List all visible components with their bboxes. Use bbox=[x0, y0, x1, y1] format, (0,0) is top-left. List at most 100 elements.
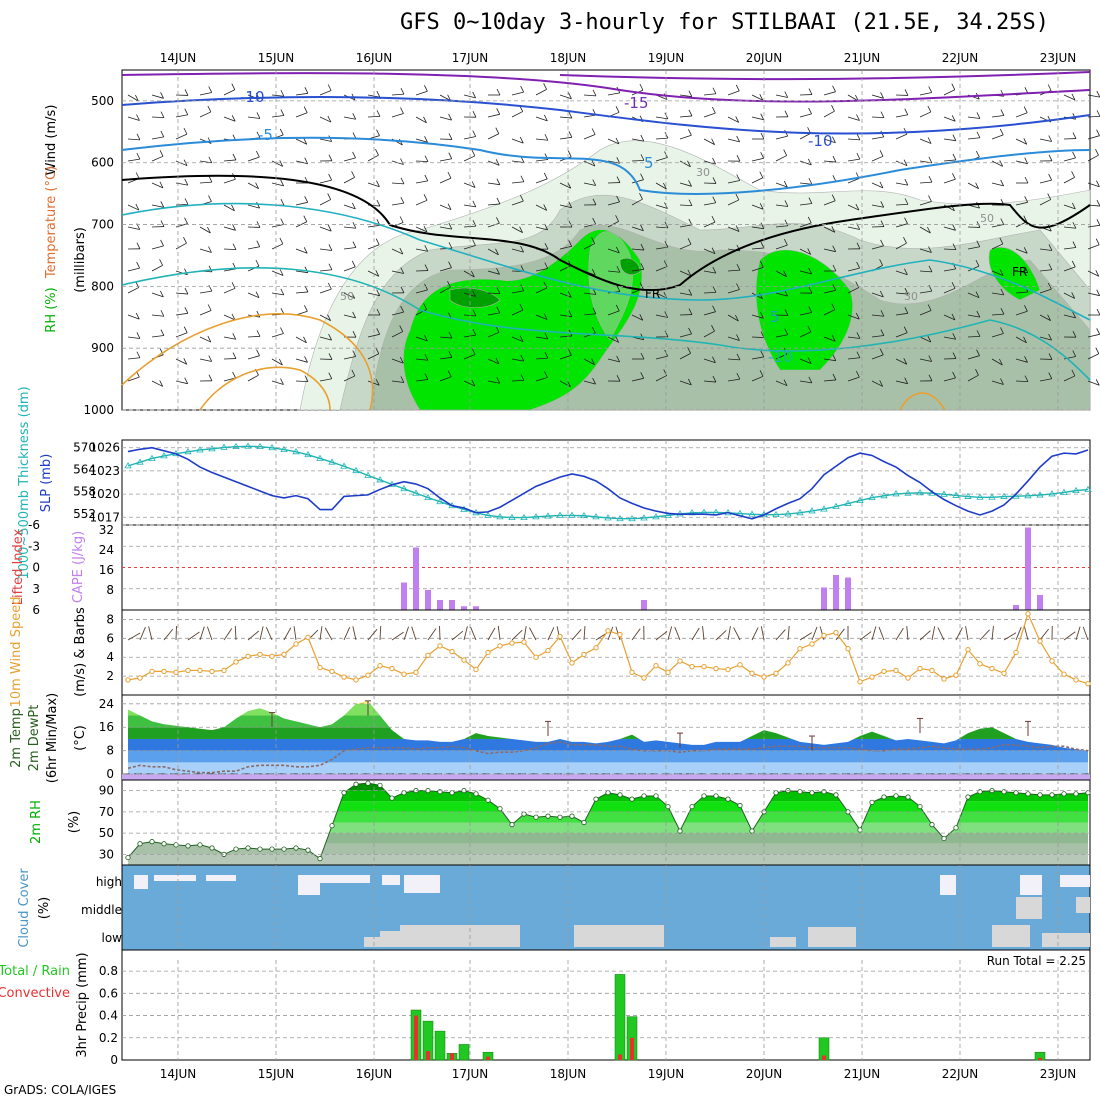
rh-point bbox=[125, 854, 131, 861]
wind-barb-flag bbox=[640, 263, 645, 270]
rh-point bbox=[293, 845, 299, 851]
wind-barb bbox=[967, 182, 979, 189]
thickness-point bbox=[1072, 486, 1080, 494]
wind-barb-flag bbox=[447, 203, 452, 210]
wind-speed-point bbox=[665, 669, 671, 676]
wind-barb-flag bbox=[640, 243, 645, 251]
wind-barb bbox=[487, 380, 500, 384]
wind-barb bbox=[871, 204, 884, 208]
wind-barb bbox=[799, 113, 812, 118]
wind-barb bbox=[943, 226, 956, 231]
wind-barb-flag bbox=[1048, 244, 1053, 251]
wind-barb-flag bbox=[183, 127, 188, 135]
wind-barb-flag bbox=[616, 266, 621, 273]
wind-barb-flag bbox=[328, 333, 332, 341]
wind-barb bbox=[823, 138, 836, 144]
thickness-point bbox=[940, 490, 948, 497]
wind-barb bbox=[967, 374, 979, 382]
wind10-series bbox=[125, 611, 1091, 687]
wind-barb bbox=[127, 376, 140, 382]
wind-barb bbox=[151, 116, 165, 119]
wind-barb bbox=[151, 94, 164, 99]
wind-barb-flag bbox=[1048, 173, 1053, 181]
wind-barb bbox=[535, 314, 548, 320]
wind-barb-flag bbox=[639, 282, 644, 289]
precip-conv-bar bbox=[486, 1056, 490, 1060]
wind-barb-flag bbox=[1096, 289, 1100, 296]
wind-barb bbox=[991, 380, 1004, 385]
wind-barb-flag bbox=[663, 182, 667, 190]
thickness-point bbox=[124, 462, 132, 469]
wind-barb-flag bbox=[520, 354, 525, 362]
wind-barb-flag bbox=[1048, 154, 1053, 161]
wind-barb-flag bbox=[1071, 369, 1076, 377]
wind-barb-flag bbox=[424, 174, 429, 182]
wind-barb bbox=[415, 116, 427, 124]
wind-barb bbox=[1039, 269, 1052, 272]
wind-barb bbox=[991, 292, 1004, 296]
rh-point bbox=[173, 842, 179, 848]
wind-barb bbox=[295, 291, 308, 294]
wind-barb bbox=[295, 201, 308, 206]
wind-barb bbox=[271, 333, 284, 338]
tick-label: 32 bbox=[99, 523, 114, 537]
wind-barb-flag bbox=[976, 131, 981, 138]
wind-barb-flag bbox=[280, 109, 285, 116]
wind-barb bbox=[751, 116, 764, 121]
wind-barb bbox=[859, 631, 872, 641]
slp-axis-label: SLP (mb) bbox=[39, 454, 54, 513]
thickness-point bbox=[976, 493, 984, 500]
wind-barb-flag bbox=[207, 105, 212, 113]
wind-speed-point bbox=[1073, 677, 1079, 683]
wind-barb bbox=[991, 134, 1004, 140]
wind-barb-flag bbox=[759, 94, 764, 101]
wind-barb-flag bbox=[255, 150, 260, 158]
wind-speed-point bbox=[173, 669, 179, 676]
wind-barb bbox=[439, 356, 452, 360]
wind-barb bbox=[271, 94, 284, 97]
wind-speed-point bbox=[497, 643, 503, 649]
wind-barb-flag bbox=[976, 349, 980, 356]
cape-bar bbox=[845, 577, 851, 610]
wind-barb-flag bbox=[760, 261, 764, 268]
wind-barb-flag bbox=[280, 90, 285, 97]
wind-barb bbox=[655, 116, 668, 120]
cape-bar bbox=[833, 575, 839, 610]
wind-barb-flag bbox=[712, 305, 716, 312]
wind-barb-flag bbox=[591, 237, 596, 244]
wind-barb-flag bbox=[712, 286, 717, 293]
wind-barb bbox=[559, 204, 572, 209]
thickness-point bbox=[904, 489, 912, 496]
wind-barb bbox=[775, 270, 787, 277]
wind-barb bbox=[1087, 333, 1100, 338]
wind-barb-flag bbox=[711, 106, 716, 114]
wind-barb-flag bbox=[448, 331, 453, 339]
wind-barb-flag bbox=[808, 107, 812, 115]
wind-barb bbox=[148, 626, 153, 641]
precip-axis-label-mm: 3hr Precip (mm) bbox=[75, 952, 90, 1057]
rh-point bbox=[449, 790, 455, 796]
rh-band bbox=[128, 843, 1088, 855]
wind-barb-flag bbox=[1023, 106, 1028, 113]
wind-speed-point bbox=[305, 634, 311, 641]
cloud-low-bar bbox=[808, 927, 856, 947]
wind-barb bbox=[583, 94, 596, 97]
wind-barb bbox=[470, 626, 477, 641]
wind-barb bbox=[775, 244, 788, 250]
wind-barb-flag bbox=[928, 374, 933, 381]
wind10-grid bbox=[122, 610, 1090, 695]
rh-point bbox=[557, 814, 563, 820]
tick-label: 4 bbox=[106, 650, 114, 664]
wind-barb-flag bbox=[711, 247, 716, 254]
rh-label-1: 50 bbox=[340, 290, 354, 303]
wind-barb-flag bbox=[256, 349, 260, 356]
wind-barb bbox=[415, 358, 428, 361]
wind-barb-flag bbox=[712, 177, 717, 184]
thickness-point bbox=[532, 513, 540, 520]
temp2m-axis-label-2: 2m DewPt bbox=[27, 705, 42, 772]
wind-barb bbox=[943, 314, 956, 321]
thickness-point bbox=[136, 458, 144, 465]
wind-speed-point bbox=[821, 632, 827, 639]
wind-barb bbox=[427, 628, 437, 641]
wind-barb bbox=[1087, 292, 1100, 297]
